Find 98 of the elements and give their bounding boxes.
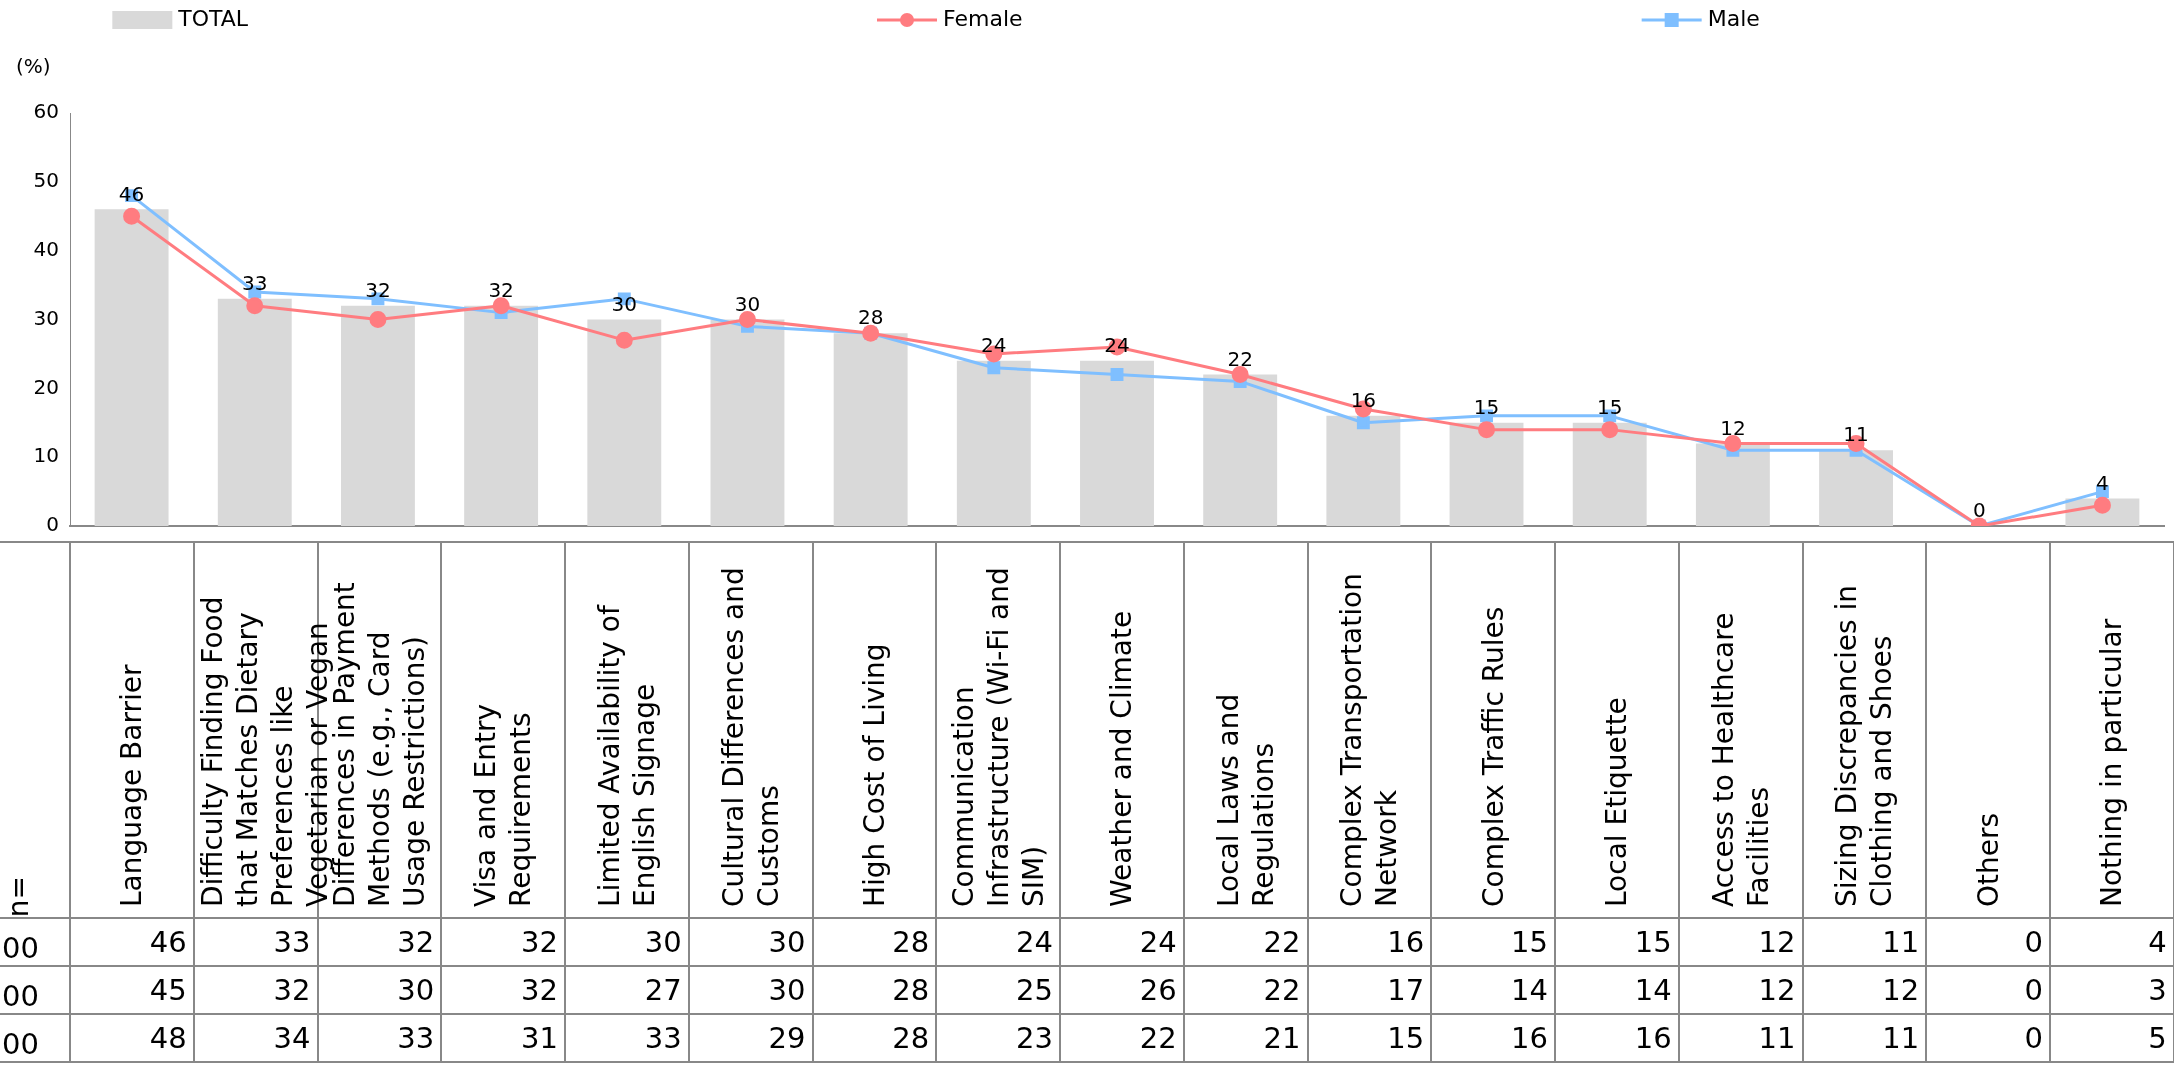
data-label: 32 xyxy=(317,918,442,966)
x-tick-label: Complex Traffic Rules xyxy=(1475,605,1511,907)
text: 00 xyxy=(0,1014,70,1062)
data-label: 30 xyxy=(317,966,442,1014)
data-label: 24 xyxy=(1060,918,1184,966)
y-tick-label: 30 xyxy=(33,305,59,330)
data-label: 0 xyxy=(1926,1014,2050,1062)
data-label: 15 xyxy=(1307,1014,1432,1062)
data-label: 33 xyxy=(317,1014,442,1062)
annotation: 46 xyxy=(118,181,145,206)
text: 00 xyxy=(0,966,70,1014)
x-tick-label: Local Etiquette xyxy=(1599,696,1635,907)
annotation: 24 xyxy=(1104,333,1130,357)
data-label: 28 xyxy=(812,1014,937,1062)
data-label: 22 xyxy=(1183,918,1308,966)
data-label: 32 xyxy=(441,966,565,1014)
data-label: 0 xyxy=(1926,918,2050,966)
data-label: 25 xyxy=(936,966,1060,1014)
x-tick-label: Others xyxy=(1970,811,2006,907)
data-label: 16 xyxy=(1307,918,1432,966)
annotation: 32 xyxy=(488,277,514,302)
y-tick-label: 60 xyxy=(33,99,59,124)
x-tick-label: Limited Availability of English Signage xyxy=(591,603,662,907)
data-label: 14 xyxy=(1431,966,1555,1014)
data-label: 23 xyxy=(936,1014,1060,1062)
data-label: 28 xyxy=(812,966,937,1014)
data-label: 22 xyxy=(1060,1014,1184,1062)
data-label: 0 xyxy=(1926,966,2050,1014)
annotation: 15 xyxy=(1473,394,1500,419)
annotation: 30 xyxy=(734,291,761,316)
y-tick-label: 40 xyxy=(33,236,59,261)
y-tick-label: 20 xyxy=(33,374,59,399)
data-label: 11 xyxy=(1802,1014,1927,1062)
data-label: 26 xyxy=(1060,966,1184,1014)
x-tick-label: Visa and Entry Requirements xyxy=(468,702,539,907)
data-label: 17 xyxy=(1307,966,1432,1014)
data-label: 3 xyxy=(2050,966,2174,1014)
data-label: 16 xyxy=(1555,1014,1679,1062)
x-tick-label: Complex Transportation Network xyxy=(1334,572,1405,907)
annotation: 0 xyxy=(1972,498,1986,523)
data-label: 21 xyxy=(1183,1014,1308,1062)
y-tick-label: 10 xyxy=(33,443,59,468)
x-tick-label: Local Laws and Regulations xyxy=(1210,692,1281,907)
data-label: 33 xyxy=(193,918,318,966)
data-label: 32 xyxy=(193,966,318,1014)
annotation: 11 xyxy=(1843,422,1869,447)
annotation: 32 xyxy=(365,277,391,302)
text: (%) xyxy=(16,54,51,79)
annotation: 30 xyxy=(611,291,638,316)
data-label: 4 xyxy=(2050,918,2174,966)
y-tick-label: 50 xyxy=(33,168,59,193)
data-label: 29 xyxy=(688,1014,813,1062)
text: 00 xyxy=(0,918,70,966)
annotation: 24 xyxy=(981,333,1007,357)
annotation: 33 xyxy=(242,271,268,296)
data-label: 24 xyxy=(936,918,1060,966)
data-label: 15 xyxy=(1555,918,1679,966)
text: n= xyxy=(2,875,35,917)
x-tick-label: Nothing in particular xyxy=(2094,617,2130,907)
legend-label: Male xyxy=(1707,5,1760,31)
data-label: 30 xyxy=(688,918,813,966)
data-label: 22 xyxy=(1183,966,1308,1014)
legend-label: Female xyxy=(943,5,1023,31)
data-label: 30 xyxy=(565,918,689,966)
annotation: 22 xyxy=(1227,346,1253,371)
data-label: 31 xyxy=(441,1014,565,1062)
x-tick-label: Weather and Climate xyxy=(1104,609,1140,907)
data-label: 30 xyxy=(688,966,813,1014)
x-tick-label: High Cost of Living xyxy=(856,642,892,907)
data-label: 28 xyxy=(812,918,937,966)
annotation: 4 xyxy=(2096,470,2109,495)
data-label: 12 xyxy=(1802,966,1927,1014)
x-tick-label: Sizing Discrepancies in Clothing and Shoes xyxy=(1829,584,1900,907)
x-tick-label: Language Barrier xyxy=(114,663,150,907)
data-label: 48 xyxy=(70,1014,194,1062)
data-label: 32 xyxy=(441,918,565,966)
data-label: 27 xyxy=(565,966,689,1014)
data-label: 34 xyxy=(193,1014,318,1062)
data-label: 5 xyxy=(2050,1014,2174,1062)
data-label: 11 xyxy=(1678,1014,1803,1062)
data-label: 15 xyxy=(1431,918,1555,966)
annotation: 12 xyxy=(1720,415,1746,440)
x-tick-label: Cultural Differences and Customs xyxy=(715,566,786,907)
annotation: 15 xyxy=(1596,394,1623,419)
x-tick-label: Communication Infrastructure (Wi-Fi and SIM) xyxy=(945,566,1051,907)
data-label: 33 xyxy=(565,1014,689,1062)
data-label: 45 xyxy=(70,966,194,1014)
data-label: 12 xyxy=(1678,966,1803,1014)
data-label: 11 xyxy=(1802,918,1927,966)
data-label: 14 xyxy=(1555,966,1679,1014)
data-label: 12 xyxy=(1678,918,1803,966)
data-label: 46 xyxy=(70,918,194,966)
annotation: 16 xyxy=(1350,388,1377,413)
x-tick-label: Access to Healthcare Facilities xyxy=(1705,611,1776,907)
annotation: 28 xyxy=(857,305,884,330)
legend-label: TOTAL xyxy=(177,5,249,31)
data-label: 16 xyxy=(1431,1014,1555,1062)
y-tick-label: 0 xyxy=(46,512,59,537)
